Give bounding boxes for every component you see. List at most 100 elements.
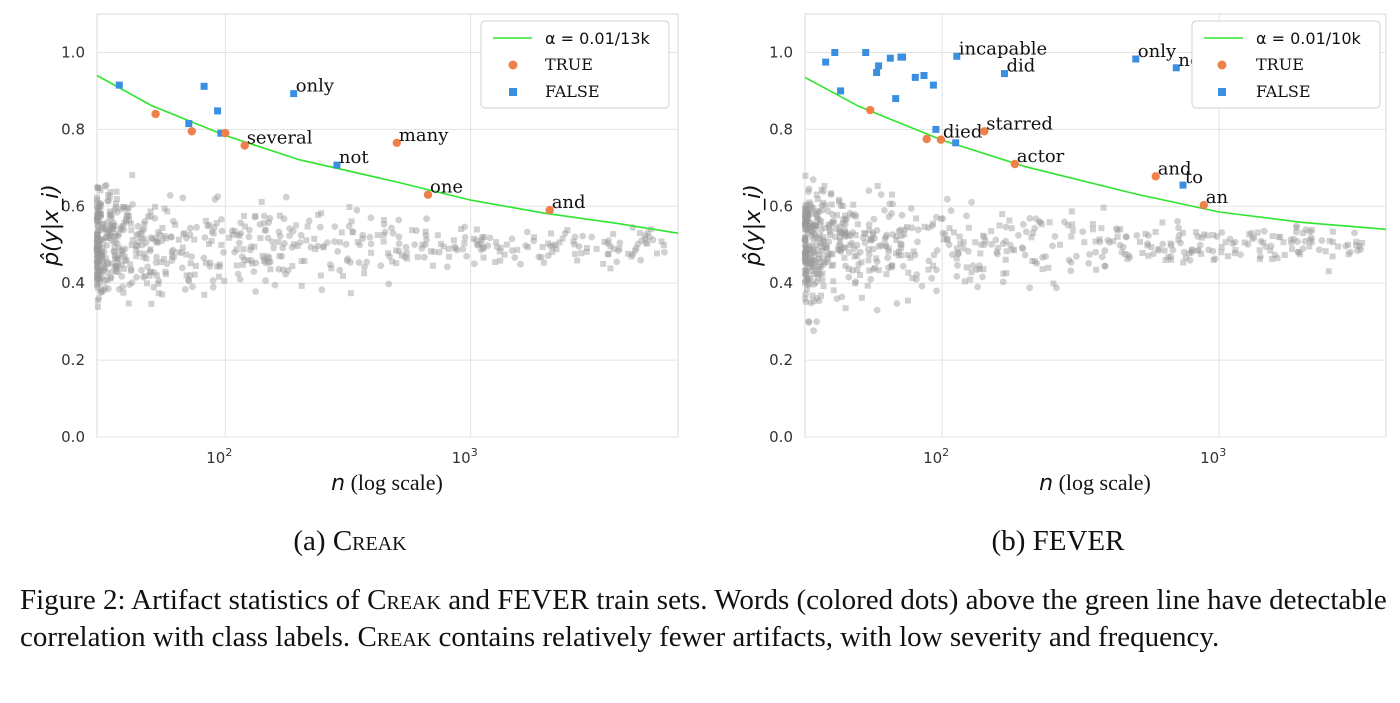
background-point — [610, 231, 617, 238]
background-point — [1260, 227, 1268, 235]
background-point — [1152, 229, 1159, 235]
background-point — [96, 207, 103, 215]
background-point — [864, 282, 871, 289]
background-point — [809, 204, 817, 212]
background-point — [1241, 239, 1248, 246]
background-point — [94, 243, 101, 250]
background-point — [1211, 255, 1219, 263]
background-point — [886, 200, 894, 208]
background-point — [804, 213, 811, 220]
background-point — [342, 240, 350, 248]
background-point — [97, 286, 105, 294]
background-point — [1353, 238, 1360, 245]
background-point — [119, 251, 126, 258]
y-tick-label: 0.0 — [61, 428, 85, 446]
background-point — [349, 228, 357, 236]
false-point — [217, 129, 225, 137]
background-point — [132, 247, 139, 253]
background-point — [803, 216, 811, 224]
background-point — [1342, 242, 1350, 250]
threshold-curve — [96, 74, 679, 234]
background-point — [574, 257, 581, 264]
background-point — [642, 239, 650, 247]
background-point — [260, 212, 268, 220]
background-point — [820, 234, 827, 241]
background-point — [1116, 241, 1124, 249]
false-point — [1179, 181, 1187, 189]
background-point — [982, 237, 989, 245]
background-point — [836, 223, 843, 230]
background-point — [226, 234, 233, 241]
background-point — [453, 246, 461, 254]
background-point — [95, 256, 103, 264]
background-point — [1003, 248, 1010, 255]
background-point — [113, 265, 121, 273]
background-point — [571, 250, 578, 257]
background-point — [1288, 239, 1295, 247]
background-point — [107, 225, 114, 232]
background-point — [1006, 241, 1014, 249]
background-point — [192, 263, 199, 269]
background-point — [96, 200, 104, 208]
word-label: actor — [1017, 146, 1065, 167]
background-point — [809, 224, 816, 231]
background-point — [200, 254, 208, 262]
background-point — [101, 182, 109, 190]
background-point — [1354, 247, 1361, 255]
y-axis-label-b: p̂(y|x_i) — [741, 184, 766, 267]
background-point — [385, 250, 392, 257]
background-point — [472, 237, 480, 244]
legend-true-swatch-a — [508, 60, 518, 70]
background-point — [802, 172, 809, 179]
background-point — [428, 248, 434, 255]
true-point — [922, 134, 931, 144]
background-point — [809, 176, 817, 184]
true-point — [392, 138, 401, 147]
background-point — [234, 270, 242, 278]
background-point — [803, 208, 810, 214]
background-point — [838, 293, 846, 301]
background-point — [805, 188, 812, 196]
background-point — [112, 262, 119, 270]
background-point — [155, 280, 162, 287]
true-point — [423, 190, 433, 199]
background-point — [106, 212, 113, 219]
background-point — [152, 203, 158, 210]
background-point — [817, 226, 825, 234]
x-tick-label: 103 — [1200, 446, 1226, 467]
background-point — [805, 319, 813, 326]
background-point — [262, 277, 269, 284]
background-point — [1124, 255, 1131, 262]
background-point — [1161, 247, 1168, 254]
background-point — [895, 227, 903, 235]
background-point — [933, 247, 941, 254]
background-point — [1009, 246, 1016, 253]
background-point — [1308, 227, 1315, 234]
background-point — [155, 290, 162, 297]
background-point — [261, 220, 268, 227]
background-point — [951, 229, 957, 236]
background-point — [94, 261, 101, 268]
background-point — [544, 252, 552, 260]
background-point — [108, 237, 116, 244]
background-point — [1306, 243, 1313, 250]
background-point — [1198, 250, 1205, 257]
background-point — [1144, 240, 1152, 248]
background-point — [148, 268, 154, 275]
background-point — [451, 243, 458, 251]
background-point — [93, 244, 101, 252]
background-point — [897, 245, 904, 252]
background-point — [246, 226, 253, 234]
background-point — [813, 294, 821, 302]
background-point — [810, 280, 818, 288]
background-point — [97, 210, 104, 217]
background-point — [1053, 284, 1060, 292]
background-point — [803, 209, 810, 216]
background-point — [802, 211, 808, 218]
background-point — [120, 204, 127, 210]
background-point — [852, 280, 859, 287]
background-point — [1347, 248, 1354, 256]
background-point — [150, 269, 158, 276]
background-point — [107, 273, 115, 281]
background-point — [638, 237, 646, 245]
